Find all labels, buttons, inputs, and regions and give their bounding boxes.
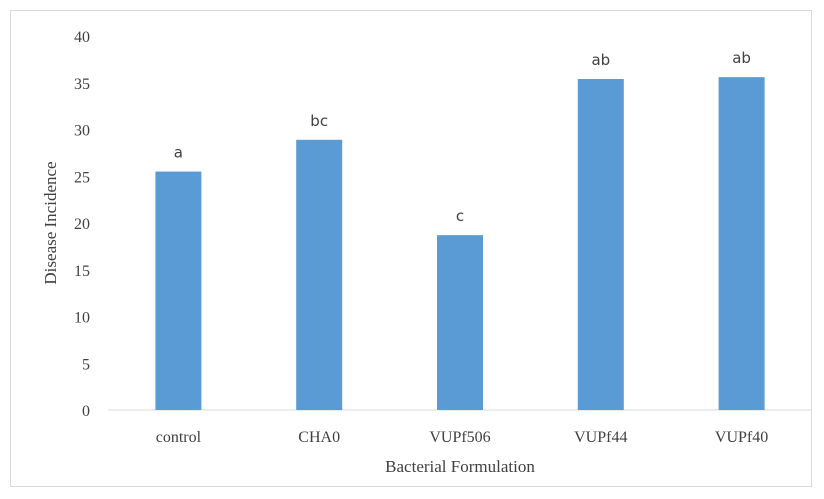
- data-label: c: [456, 207, 464, 225]
- bar: [155, 171, 202, 410]
- y-tick-label: 5: [82, 356, 90, 373]
- x-tick-label: CHA0: [298, 429, 340, 446]
- y-axis-ticks: 0 5 10 15 20 25 30 35 40: [74, 29, 90, 420]
- x-tick-label: VUPf44: [574, 429, 627, 446]
- bar: [296, 139, 343, 410]
- y-tick-label: 20: [74, 216, 90, 233]
- bar: [577, 79, 624, 410]
- data-label: a: [174, 144, 183, 162]
- x-tick-label: VUPf40: [715, 429, 768, 446]
- x-tick-label: control: [156, 429, 202, 446]
- x-axis-ticks: control CHA0 VUPf506 VUPf44 VUPf40: [156, 429, 769, 446]
- bars-group: [155, 77, 765, 410]
- data-labels-group: a bc c ab ab: [174, 49, 751, 225]
- y-axis-title: Disease Incidence: [41, 161, 60, 284]
- x-tick-label: VUPf506: [429, 429, 490, 446]
- data-label: bc: [310, 112, 328, 130]
- y-tick-label: 0: [82, 403, 90, 420]
- y-tick-label: 35: [74, 76, 90, 93]
- chart-frame: [10, 10, 812, 487]
- data-label: ab: [591, 51, 610, 69]
- y-tick-label: 15: [74, 263, 90, 280]
- bar: [437, 235, 483, 410]
- data-label: ab: [732, 49, 751, 67]
- x-axis-title: Bacterial Formulation: [385, 457, 535, 476]
- y-tick-label: 25: [74, 169, 90, 186]
- y-tick-label: 40: [74, 29, 90, 46]
- y-tick-label: 30: [74, 123, 90, 140]
- bar: [718, 77, 765, 410]
- y-tick-label: 10: [74, 310, 90, 327]
